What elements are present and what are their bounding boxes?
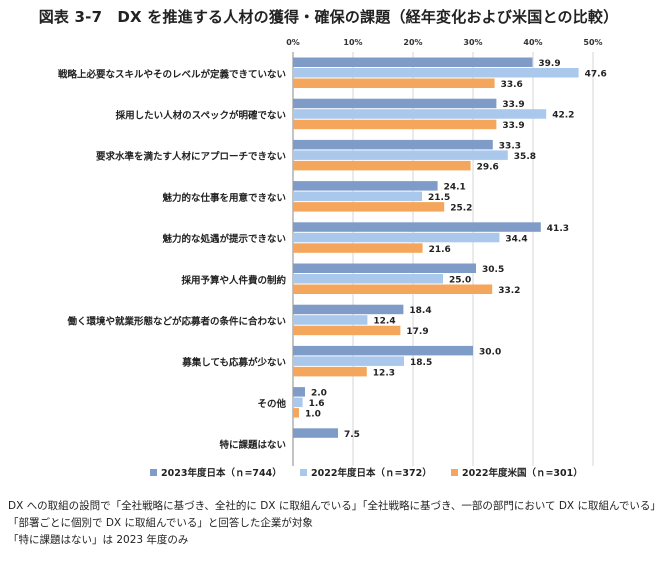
bar bbox=[293, 181, 438, 191]
category-label: 魅力的な仕事を用意できない bbox=[162, 192, 286, 204]
bar bbox=[293, 119, 497, 130]
data-label: 21.6 bbox=[429, 245, 451, 255]
bar bbox=[293, 387, 305, 397]
category-label: 募集しても応募が少ない bbox=[181, 357, 286, 369]
x-tick-label: 40% bbox=[523, 38, 542, 47]
data-label: 33.9 bbox=[502, 121, 524, 131]
data-label: 33.2 bbox=[498, 286, 520, 296]
category-label: 特に課題はない bbox=[219, 439, 286, 451]
bar bbox=[293, 243, 423, 253]
bar bbox=[293, 109, 547, 119]
chart-title: 図表 3-7 DX を推進する人材の獲得・確保の課題（経年変化および米国との比較… bbox=[38, 8, 619, 26]
note-line: 「特に課題はない」は 2023 年度のみ bbox=[8, 534, 189, 546]
note-line: 「部署ごとに個別で DX に取組んでいる」と回答した企業が対象 bbox=[8, 517, 313, 529]
data-label: 30.5 bbox=[482, 265, 504, 275]
legend-label: 2022年度米国（ｎ=301） bbox=[462, 467, 583, 479]
bar bbox=[293, 366, 367, 377]
data-label: 18.4 bbox=[409, 306, 431, 316]
data-label: 47.6 bbox=[585, 70, 607, 80]
data-label: 24.1 bbox=[444, 183, 466, 193]
bar bbox=[293, 263, 476, 273]
category-label: 採用したい人材のスペックが明確でない bbox=[116, 109, 286, 121]
data-label: 12.3 bbox=[373, 368, 395, 378]
category-label: 戦略上必要なスキルやそのレベルが定義できていない bbox=[58, 68, 286, 80]
data-label: 35.8 bbox=[514, 152, 536, 162]
x-tick-label: 30% bbox=[463, 38, 482, 47]
data-label: 29.6 bbox=[477, 162, 499, 172]
data-label: 30.0 bbox=[479, 347, 501, 357]
legend-label: 2022年度日本（ｎ=372） bbox=[311, 467, 432, 479]
bar bbox=[293, 304, 404, 315]
data-label: 41.3 bbox=[547, 224, 569, 234]
legend-swatch bbox=[150, 469, 157, 476]
bar bbox=[293, 356, 404, 366]
category-label: 採用予算や人件費の制約 bbox=[181, 274, 286, 286]
x-tick-label: 50% bbox=[583, 38, 602, 47]
bar bbox=[293, 325, 401, 336]
data-label: 33.6 bbox=[501, 80, 523, 90]
data-label: 33.9 bbox=[502, 100, 524, 110]
data-label: 1.6 bbox=[309, 399, 325, 409]
bar bbox=[293, 408, 299, 418]
legend-swatch bbox=[300, 469, 307, 476]
data-label: 34.4 bbox=[505, 234, 527, 244]
legend-label: 2023年度日本（ｎ=744） bbox=[161, 467, 282, 479]
data-label: 39.9 bbox=[538, 59, 560, 69]
bar bbox=[293, 428, 338, 438]
note-line: DX への取組の設問で「全社戦略に基づき、全社的に DX に取組んでいる」「全社… bbox=[8, 500, 657, 512]
category-label: 要求水準を満たす人材にアプローチできない bbox=[96, 151, 286, 163]
data-label: 33.3 bbox=[499, 141, 521, 151]
chart-notes: DX への取組の設問で「全社戦略に基づき、全社的に DX に取組んでいる」「全社… bbox=[8, 498, 657, 549]
category-label: その他 bbox=[257, 398, 286, 410]
bar bbox=[293, 274, 443, 284]
x-tick-label: 10% bbox=[343, 38, 362, 47]
bar bbox=[293, 191, 422, 202]
bar bbox=[293, 222, 541, 232]
bar bbox=[293, 284, 493, 294]
data-label: 1.0 bbox=[305, 410, 321, 420]
data-label: 18.5 bbox=[410, 358, 432, 368]
data-label: 21.5 bbox=[428, 193, 450, 203]
bar bbox=[293, 78, 495, 88]
bar bbox=[293, 397, 303, 408]
category-label: 魅力的な処遇が提示できない bbox=[162, 233, 286, 245]
data-label: 2.0 bbox=[311, 389, 327, 399]
data-label: 17.9 bbox=[406, 327, 428, 337]
data-label: 12.4 bbox=[373, 317, 395, 327]
x-tick-label: 0% bbox=[286, 38, 300, 47]
legend-swatch bbox=[451, 469, 458, 476]
bar bbox=[293, 345, 473, 356]
category-label: 働く環境や就業形態などが応募者の条件に合わない bbox=[66, 315, 286, 327]
bar bbox=[293, 139, 493, 150]
data-label: 25.2 bbox=[450, 204, 472, 214]
bar bbox=[293, 202, 445, 212]
bar bbox=[293, 57, 533, 67]
bar bbox=[293, 150, 508, 160]
bar bbox=[293, 160, 471, 171]
data-label: 25.0 bbox=[449, 276, 471, 286]
bar bbox=[293, 232, 500, 243]
data-label: 7.5 bbox=[344, 430, 360, 440]
data-label: 42.2 bbox=[552, 111, 574, 121]
bar bbox=[293, 98, 497, 109]
x-tick-label: 20% bbox=[403, 38, 422, 47]
bar bbox=[293, 315, 368, 325]
bar bbox=[293, 68, 579, 78]
